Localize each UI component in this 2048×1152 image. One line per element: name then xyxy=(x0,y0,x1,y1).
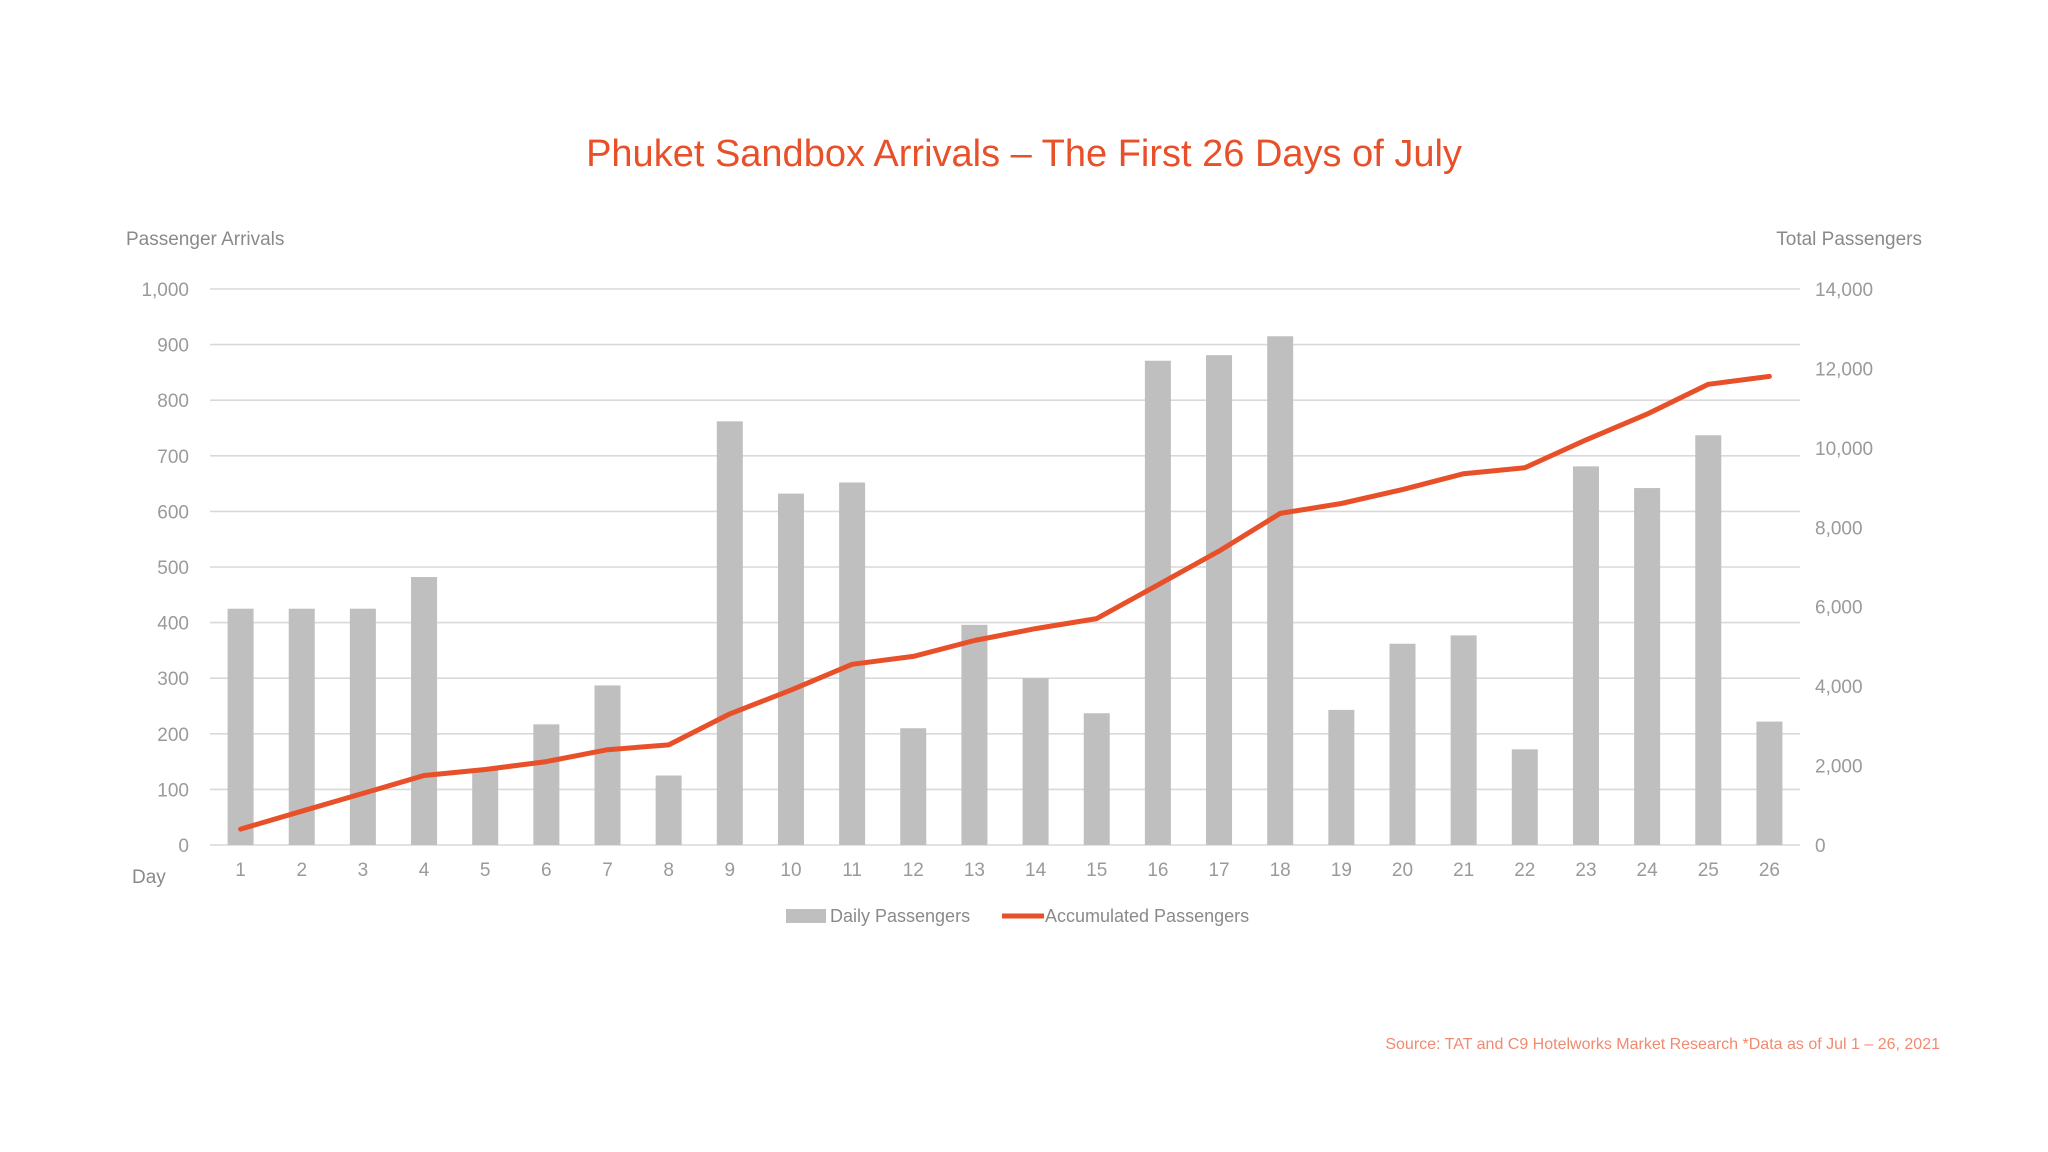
x-tick-label: 18 xyxy=(1270,860,1291,881)
x-tick-label: 14 xyxy=(1025,860,1047,881)
left-tick-label: 200 xyxy=(157,725,189,746)
x-tick-label: 16 xyxy=(1147,860,1168,881)
bar-day-8 xyxy=(655,775,682,845)
left-tick-label: 900 xyxy=(157,336,189,357)
x-tick-label: 4 xyxy=(419,860,430,881)
x-tick-label: 17 xyxy=(1208,860,1229,881)
x-tick-label: 22 xyxy=(1514,860,1535,881)
x-tick-label: 21 xyxy=(1453,860,1474,881)
bar-day-21 xyxy=(1450,635,1477,845)
x-tick-label: 11 xyxy=(842,860,862,881)
right-tick-label: 6,000 xyxy=(1815,598,1863,619)
x-tick-label: 15 xyxy=(1086,860,1107,881)
left-tick-label: 1,000 xyxy=(141,280,189,301)
x-tick-label: 26 xyxy=(1759,860,1780,881)
legend-label-accumulated-passengers: Accumulated Passengers xyxy=(1045,906,1249,926)
left-tick-label: 0 xyxy=(178,836,189,857)
bar-day-13 xyxy=(961,624,988,845)
left-tick-label: 400 xyxy=(157,614,189,635)
bar-day-16 xyxy=(1144,360,1171,845)
right-tick-label: 0 xyxy=(1815,836,1826,857)
bar-day-14 xyxy=(1022,678,1049,845)
chart-title: Phuket Sandbox Arrivals – The First 26 D… xyxy=(586,133,1462,175)
left-tick-label: 800 xyxy=(157,391,189,412)
bar-day-6 xyxy=(533,724,560,845)
legend-swatch-daily-passengers xyxy=(786,909,826,923)
right-tick-label: 14,000 xyxy=(1815,280,1873,301)
x-tick-label: 5 xyxy=(480,860,491,881)
bar-day-22 xyxy=(1511,749,1538,845)
right-tick-label: 4,000 xyxy=(1815,677,1863,698)
bar-day-20 xyxy=(1389,643,1416,845)
right-tick-label: 10,000 xyxy=(1815,439,1873,460)
bar-day-24 xyxy=(1634,488,1661,845)
left-tick-label: 600 xyxy=(157,502,189,523)
bar-day-26 xyxy=(1756,721,1783,845)
bar-day-1 xyxy=(227,608,254,845)
x-tick-label: 3 xyxy=(358,860,369,881)
bar-day-5 xyxy=(472,768,499,845)
right-tick-label: 8,000 xyxy=(1815,518,1863,539)
accumulated-passengers-line-group xyxy=(238,373,1772,832)
bar-day-7 xyxy=(594,685,621,845)
left-tick-label: 700 xyxy=(157,447,189,468)
x-tick-label: 20 xyxy=(1392,860,1413,881)
x-tick-label: 23 xyxy=(1575,860,1596,881)
left-tick-label: 500 xyxy=(157,558,189,579)
right-tick-label: 12,000 xyxy=(1815,359,1873,380)
x-tick-label: 13 xyxy=(964,860,985,881)
x-tick-label: 2 xyxy=(296,860,307,881)
right-axis-title: Total Passengers xyxy=(1776,229,1922,250)
bar-day-12 xyxy=(900,728,927,845)
bar-day-23 xyxy=(1572,466,1599,845)
bar-day-18 xyxy=(1267,336,1294,845)
bar-day-2 xyxy=(288,608,315,845)
bar-day-4 xyxy=(411,577,438,845)
right-axis-ticks: 0 2,000 4,000 6,000 8,000 10,000 12,000 14,000 xyxy=(1815,280,1873,857)
accumulated-passengers-line xyxy=(238,373,1772,832)
x-axis-ticks: 1 2 3 4 5 6 7 8 9 10 11 12 13 14 15 16 17 18 19 20 21 22 23 24 2… xyxy=(235,860,1780,881)
x-tick-label: 7 xyxy=(602,860,613,881)
left-axis-ticks: 0 100 200 300 400 500 600 700 800 900 1,000 xyxy=(141,280,189,857)
x-tick-label: 9 xyxy=(725,860,736,881)
right-tick-label: 2,000 xyxy=(1815,757,1863,778)
x-tick-label: 24 xyxy=(1637,860,1659,881)
daily-passengers-bars xyxy=(227,336,1783,845)
x-tick-label: 10 xyxy=(780,860,801,881)
bar-day-17 xyxy=(1206,355,1233,845)
x-tick-label: 12 xyxy=(903,860,924,881)
left-tick-label: 300 xyxy=(157,669,189,690)
left-axis-title: Passenger Arrivals xyxy=(126,229,284,250)
bar-day-10 xyxy=(777,493,804,845)
x-tick-label: 25 xyxy=(1698,860,1719,881)
x-tick-label: 8 xyxy=(663,860,674,881)
legend: Daily Passengers Accumulated Passengers xyxy=(786,906,1249,926)
bar-day-3 xyxy=(349,608,376,845)
legend-label-daily-passengers: Daily Passengers xyxy=(830,906,970,926)
left-tick-label: 100 xyxy=(157,780,189,801)
x-tick-label: 19 xyxy=(1331,860,1352,881)
bar-day-25 xyxy=(1695,435,1722,845)
x-tick-label: 6 xyxy=(541,860,552,881)
x-tick-label: 1 xyxy=(235,860,246,881)
source-note: Source: TAT and C9 Hotelworks Market Res… xyxy=(1385,1036,1940,1053)
bar-day-9 xyxy=(716,421,743,845)
gridlines xyxy=(210,288,1800,846)
bar-day-19 xyxy=(1328,709,1355,845)
bar-day-15 xyxy=(1083,713,1110,845)
x-axis-title: Day xyxy=(132,867,166,888)
